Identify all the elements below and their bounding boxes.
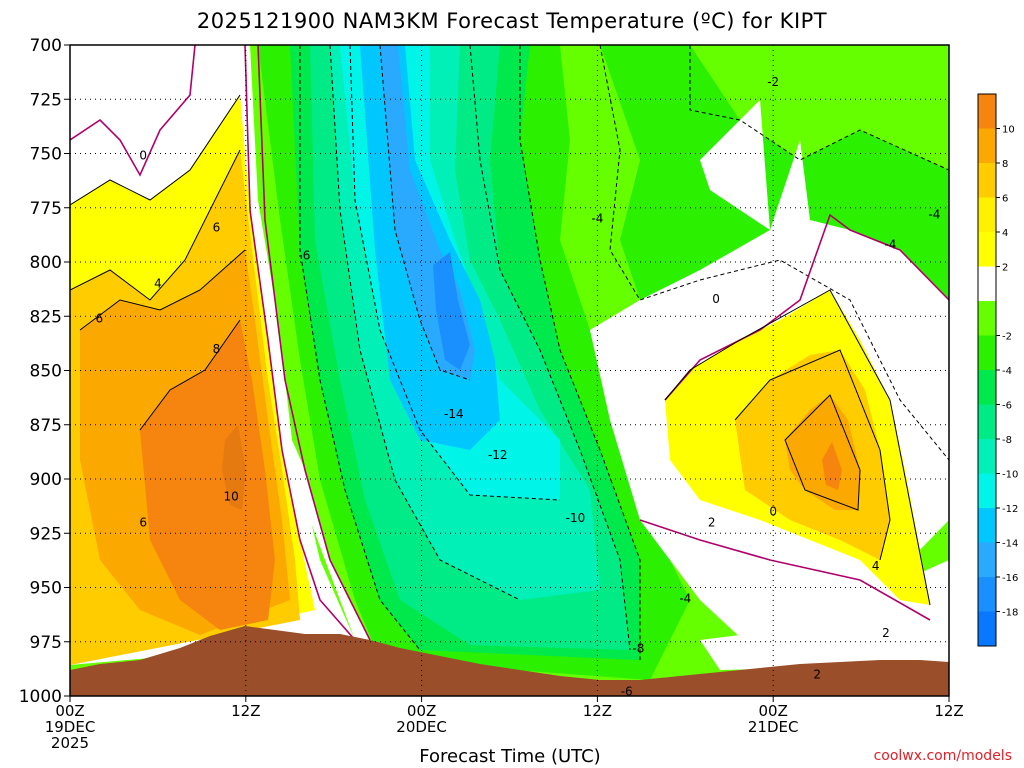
contour-label: 2: [813, 667, 821, 681]
colorbar-label: 2: [1002, 263, 1008, 274]
colorbar-label: -14: [1002, 539, 1018, 550]
x-tick-label: 2025: [51, 734, 89, 752]
contour-label: 0: [712, 292, 720, 306]
colorbar-label: -16: [1002, 573, 1018, 584]
colorbar-label: -8: [1002, 435, 1012, 446]
colorbar-label: 8: [1002, 159, 1008, 170]
y-tick-label: 700: [30, 36, 62, 56]
contour-label: -4: [928, 207, 940, 221]
colorbar-swatch: [978, 232, 996, 267]
colorbar-label: -12: [1002, 504, 1018, 515]
y-tick-label: 800: [30, 253, 62, 273]
x-tick-label: 00Z: [407, 702, 436, 720]
colorbar-swatch: [978, 611, 996, 646]
right-warm-core: [822, 442, 842, 490]
y-tick-label: 750: [30, 145, 62, 165]
contour-label: -6: [621, 685, 633, 699]
contour-label: -6: [298, 248, 310, 262]
contour-label: 6: [95, 311, 103, 325]
y-tick-label: 850: [30, 362, 62, 382]
temperature-fill: [70, 45, 949, 680]
contour-labels: 0 4 6 6 8 10 6 -6 -14 -12 -10 -8 -6 -4 -4 -2 2 0 0 4 2 2 -4 -4: [95, 75, 940, 699]
contour-label: -10: [566, 511, 586, 525]
colorbar-swatch: [978, 266, 996, 301]
y-tick-label: 950: [30, 579, 62, 599]
colorbar-swatch: [978, 163, 996, 198]
colorbar-label: -18: [1002, 608, 1018, 619]
y-tick-label: 1000: [19, 687, 62, 707]
right-white-lobe: [700, 100, 770, 230]
colorbar-label: 6: [1002, 194, 1008, 205]
plot-area: 0 4 6 6 8 10 6 -6 -14 -12 -10 -8 -6 -4 -4 -2 2 0 0 4 2 2 -4 -4: [69, 44, 950, 699]
credit-link[interactable]: coolwx.com/models: [874, 748, 1012, 764]
x-tick-label: 21DEC: [748, 718, 799, 736]
cold-contours: [299, 45, 949, 660]
colorbar-swatch: [978, 577, 996, 612]
freezing-strip: [292, 440, 370, 640]
contour-label: -4: [884, 238, 896, 252]
colorbar-swatch: [978, 473, 996, 508]
contour-label: 8: [213, 342, 221, 356]
contour-label: -14: [444, 407, 464, 421]
terrain-ground: [70, 626, 949, 696]
contour-label: 4: [872, 559, 880, 573]
x-tick-label: 00Z: [55, 702, 84, 720]
colorbar-label: 10: [1002, 125, 1015, 136]
right-white-strip: [700, 560, 949, 670]
colorbar-swatch: [978, 370, 996, 405]
colorbar: 10 8 6 4 2 -2 -4 -6 -8 -10 -12 -14 -16 -18: [977, 93, 1018, 647]
contour-label: 0: [139, 149, 147, 163]
contour-label: 6: [139, 515, 147, 529]
y-tick-label: 875: [30, 416, 62, 436]
grid-lines: [70, 45, 949, 696]
contour-label: 0: [769, 505, 777, 519]
x-tick-label: 12Z: [583, 702, 612, 720]
contour-label: 10: [224, 489, 239, 503]
x-axis-label: Forecast Time (UTC): [419, 746, 600, 767]
contour-label: -8: [632, 641, 644, 655]
x-tick-label: 00Z: [759, 702, 788, 720]
contour-label: -4: [679, 591, 691, 605]
warm-contours: [70, 94, 931, 606]
warm-core: [222, 425, 246, 510]
contour-label: -12: [488, 448, 508, 462]
colorbar-swatch: [978, 94, 996, 129]
y-axis: 700 725 750 775 800 825 850 875 900 925 950 975 1000: [19, 36, 70, 707]
y-tick-label: 975: [30, 633, 62, 653]
x-tick-label: 20DEC: [396, 718, 447, 736]
y-tick-label: 925: [30, 524, 62, 544]
chart-title: 2025121900 NAM3KM Forecast Temperature (…: [197, 9, 827, 33]
colorbar-swatch: [978, 197, 996, 232]
colorbar-swatch: [978, 335, 996, 370]
colorbar-label: -2: [1002, 332, 1012, 343]
contour-label: -4: [591, 212, 603, 226]
contour-label: 4: [154, 277, 162, 291]
y-tick-label: 775: [30, 199, 62, 219]
colorbar-swatch: [978, 439, 996, 474]
colorbar-label: -6: [1002, 401, 1012, 412]
x-tick-label: 12Z: [934, 702, 963, 720]
cold-core: [433, 252, 470, 370]
contour-label: 6: [213, 220, 221, 234]
colorbar-swatch: [978, 128, 996, 163]
x-tick-label: 19DEC: [45, 718, 96, 736]
x-tick-label: 12Z: [231, 702, 260, 720]
contour-label: 2: [708, 515, 716, 529]
colorbar-label: 4: [1002, 228, 1008, 239]
colorbar-swatch: [978, 508, 996, 543]
colorbar-swatch: [978, 542, 996, 577]
warm-zone-dark-orange: [140, 320, 275, 630]
y-tick-label: 900: [30, 470, 62, 490]
y-tick-label: 725: [30, 90, 62, 110]
contour-label: 2: [882, 626, 890, 640]
colorbar-label: -4: [1002, 366, 1012, 377]
contour-label: -2: [767, 75, 779, 89]
colorbar-swatch: [978, 301, 996, 336]
colorbar-swatch: [978, 404, 996, 439]
colorbar-label: -10: [1002, 470, 1018, 481]
y-tick-label: 825: [30, 307, 62, 327]
